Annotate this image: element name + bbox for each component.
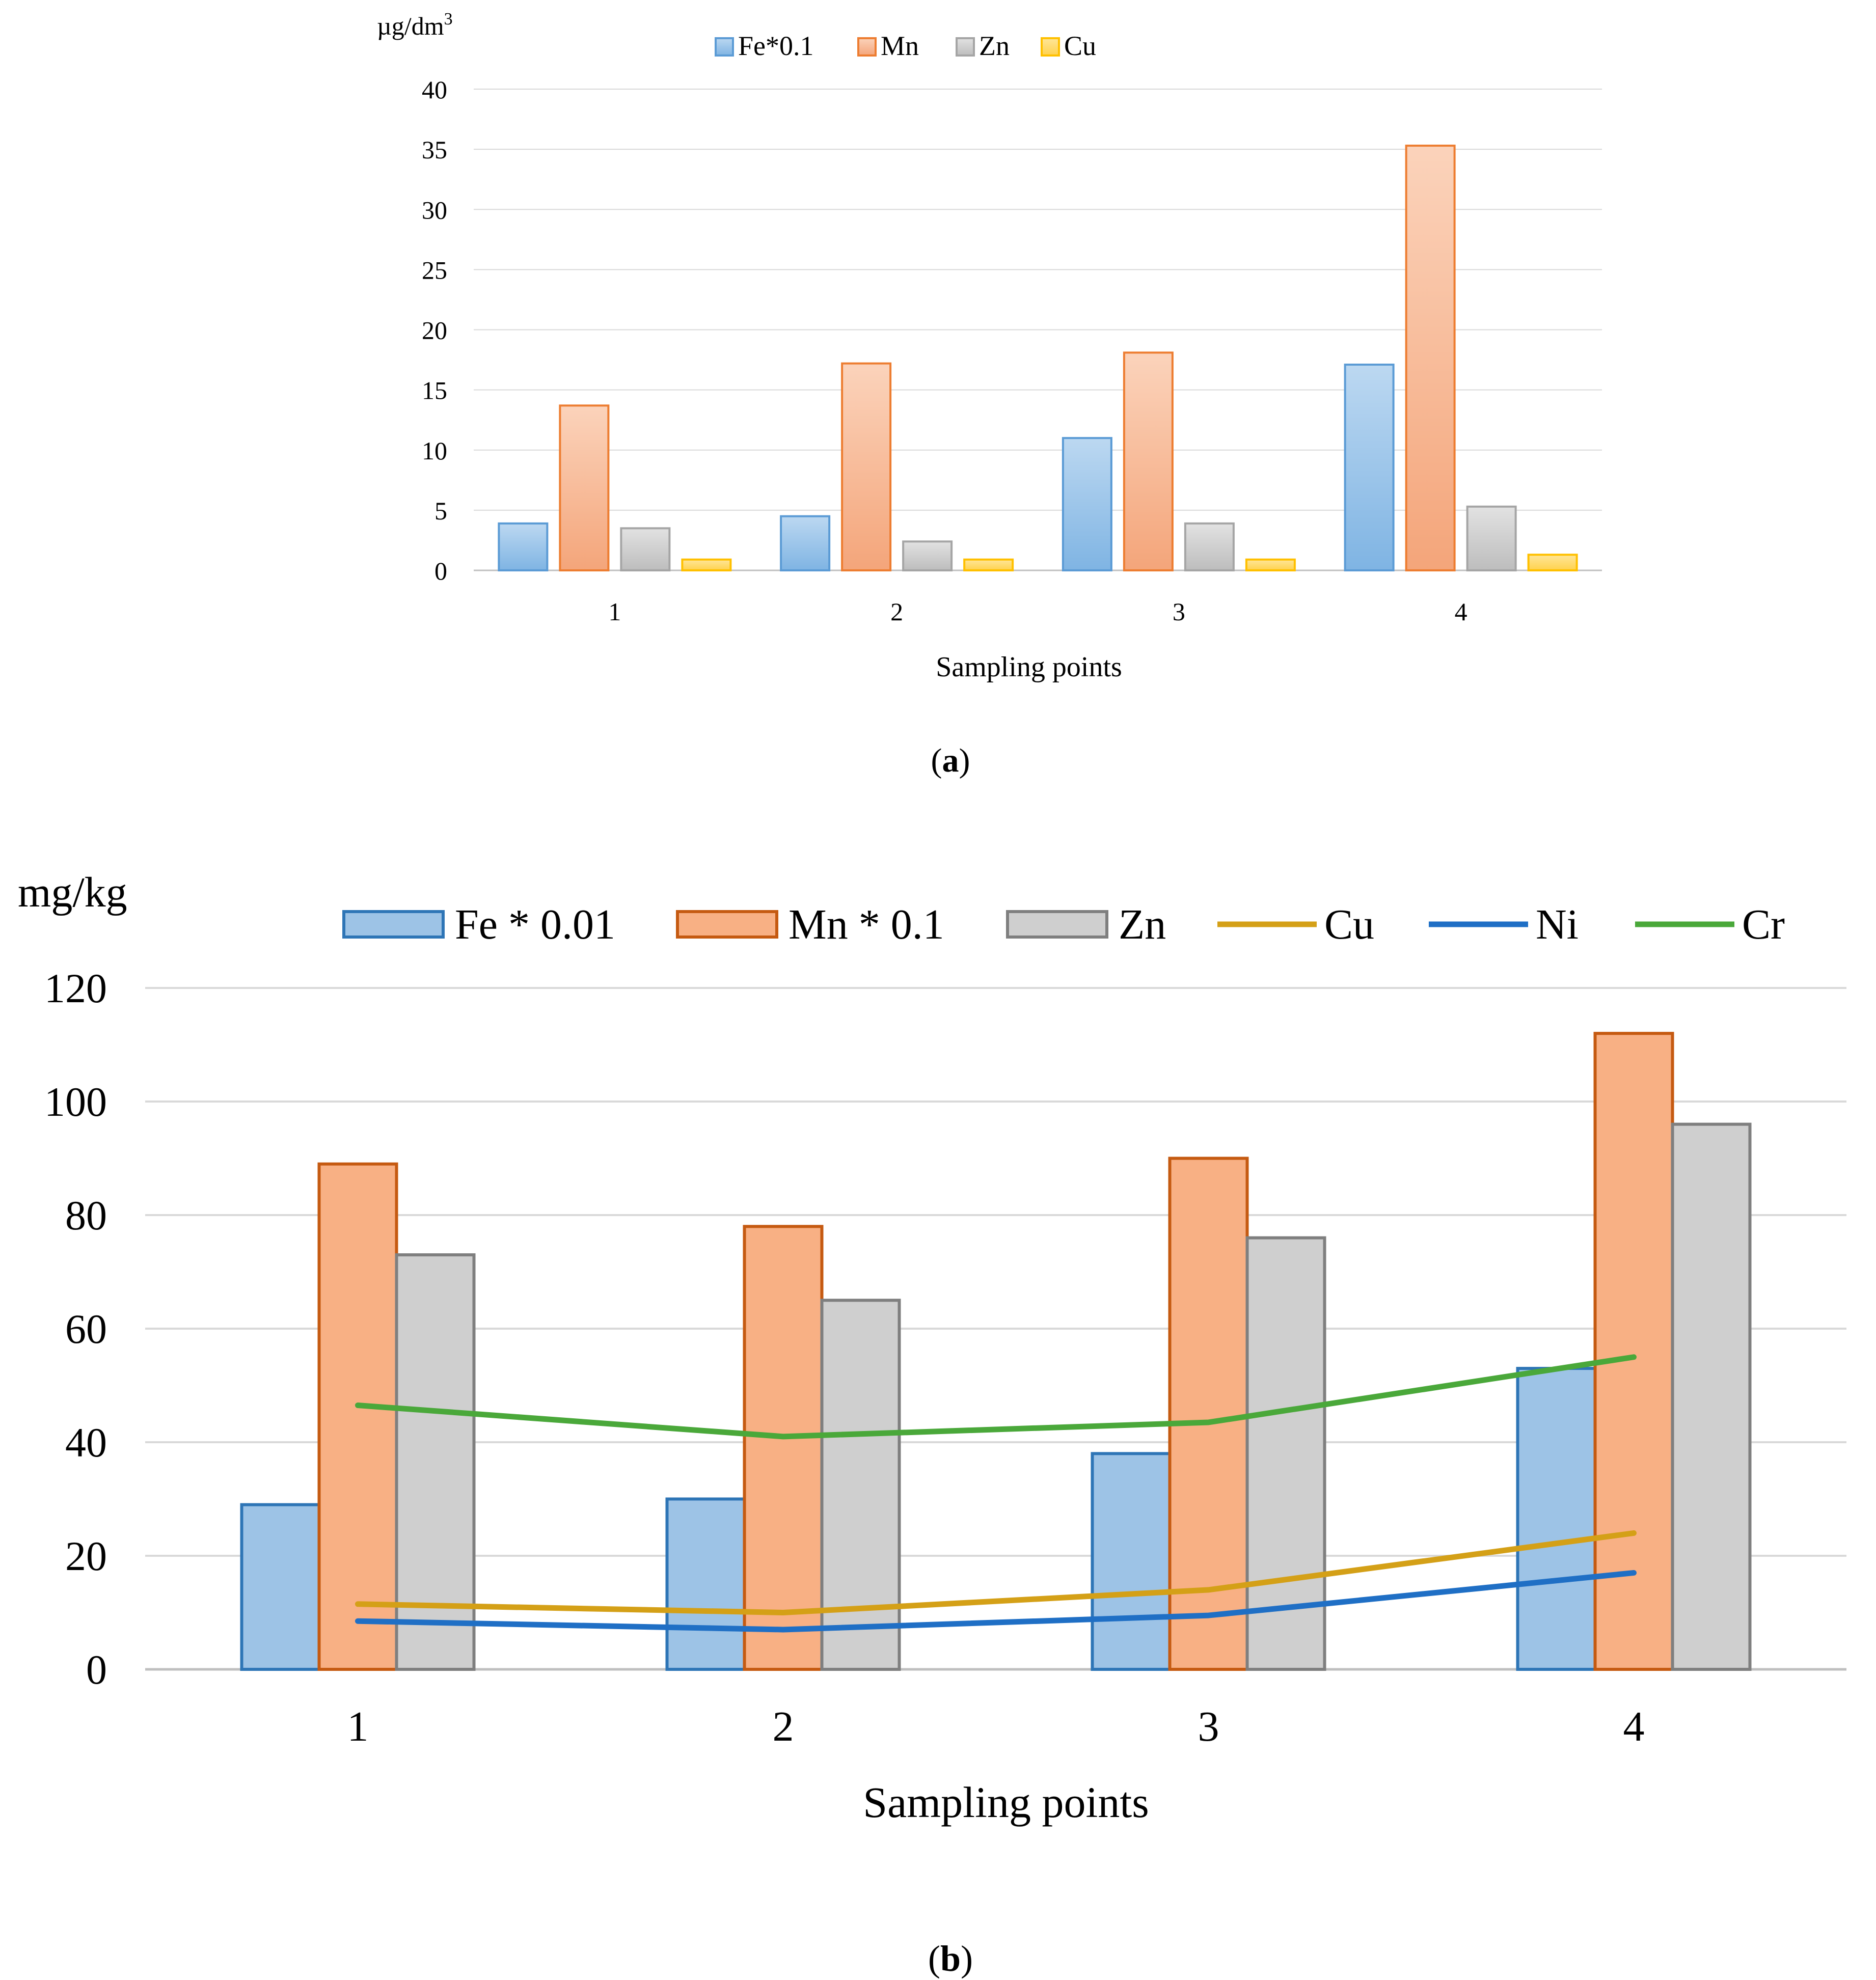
- chart-b-legend-label-ni: Ni: [1536, 901, 1579, 948]
- chart-b-legend-swatch-fe-0-01: [342, 910, 445, 939]
- chart-a-caption: (a): [931, 742, 970, 779]
- chart-a-y-tick-0: 0: [434, 557, 447, 585]
- chart-b-line-cr: [355, 1354, 1637, 1440]
- chart-b-y-tick-20: 20: [65, 1533, 107, 1579]
- chart-b-line-cu: [355, 1530, 1637, 1615]
- chart-a-bar-cu-2: [963, 558, 1014, 572]
- chart-a-bar-fe-0-1-3: [1062, 437, 1112, 571]
- chart-b-y-tick-40: 40: [65, 1419, 107, 1466]
- chart-b-bar-fe-0-01-1: [240, 1503, 321, 1671]
- chart-a-y-axis-unit-superscript: 3: [444, 10, 453, 29]
- chart-a-bar-fe-0-1-1: [498, 522, 549, 572]
- chart-a-bars: [498, 145, 1578, 572]
- chart-b-x-tick-3: 3: [1198, 1703, 1219, 1750]
- chart-b-y-tick-0: 0: [86, 1646, 107, 1693]
- chart-b-y-axis-unit: mg/kg: [18, 869, 127, 916]
- chart-b-bar-zn-4: [1671, 1122, 1752, 1671]
- chart-b-legend-swatch-mn-0-1: [676, 910, 778, 939]
- chart-a-x-tick-labels: 1 2 3 4: [608, 597, 1467, 626]
- chart-a-bar-zn-3: [1184, 522, 1235, 572]
- chart-b-bar-mn-0-1-3: [1168, 1157, 1249, 1671]
- chart-a-bar-fe-0-1-2: [780, 515, 831, 571]
- chart-b-x-tick-2: 2: [773, 1703, 794, 1750]
- chart-b-caption: (b): [928, 1938, 973, 1979]
- chart-b-legend-label-cu: Cu: [1324, 901, 1374, 948]
- chart-a-bar-fe-0-1-4: [1344, 364, 1395, 571]
- chart-b-lines: [355, 1354, 1637, 1633]
- chart-a-y-tick-25: 25: [422, 256, 447, 284]
- chart-a-x-tick-4: 4: [1455, 597, 1467, 626]
- chart-a-bar-cu-4: [1527, 554, 1578, 571]
- chart-b-bar-fe-0-01-4: [1516, 1367, 1597, 1671]
- chart-a-y-tick-15: 15: [422, 376, 447, 405]
- chart-a-y-tick-labels: 0 5 10 15 20 25 30 35 40: [422, 75, 447, 585]
- chart-a-y-tick-30: 30: [422, 196, 447, 224]
- chart-a-x-tick-3: 3: [1173, 597, 1185, 626]
- chart-a-legend-swatch-cu: [1041, 37, 1060, 57]
- chart-a-bar-mn-1: [559, 404, 610, 572]
- chart-b-x-tick-1: 1: [347, 1703, 369, 1750]
- chart-a-bar-zn-4: [1466, 505, 1517, 571]
- chart-b-y-tick-120: 120: [44, 965, 107, 1011]
- chart-a-bar-mn-4: [1405, 145, 1456, 572]
- chart-a-bar-mn-3: [1123, 351, 1174, 571]
- chart-a-bar-mn-2: [841, 362, 892, 572]
- chart-a: 0 5 10 15 20 25 30 35 40 1 2 3 4 µg/dm3 Fe*0.1 Mn Zn C…: [377, 10, 1602, 779]
- chart-a-x-axis-title: Sampling points: [936, 651, 1122, 683]
- chart-a-y-tick-10: 10: [422, 436, 447, 465]
- chart-b-y-tick-60: 60: [65, 1306, 107, 1352]
- chart-a-bar-cu-3: [1245, 558, 1296, 572]
- chart-a-bar-zn-2: [902, 540, 953, 572]
- chart-a-y-tick-5: 5: [434, 497, 447, 525]
- chart-b-bar-fe-0-01-2: [665, 1497, 746, 1671]
- chart-b: 0 20 40 60 80 100 120 1 2 3 4 mg/kg Fe * 0.01 Mn *…: [18, 869, 1846, 1979]
- chart-b-bar-mn-0-1-4: [1593, 1032, 1674, 1671]
- chart-b-legend-label-zn: Zn: [1119, 901, 1166, 948]
- chart-a-y-tick-40: 40: [422, 75, 447, 104]
- chart-a-legend-label-mn: Mn: [881, 31, 919, 61]
- chart-b-bar-zn-3: [1245, 1236, 1326, 1671]
- chart-a-x-tick-2: 2: [890, 597, 903, 626]
- chart-b-x-axis-title: Sampling points: [863, 1778, 1149, 1827]
- chart-a-legend-label-zn: Zn: [979, 31, 1010, 61]
- chart-b-legend-swatch-zn: [1006, 910, 1108, 939]
- chart-a-legend-label-fe-0-1: Fe*0.1: [738, 31, 814, 61]
- chart-b-bar-zn-1: [395, 1253, 476, 1671]
- chart-b-bars: [240, 1032, 1752, 1671]
- chart-a-bar-cu-1: [681, 558, 732, 572]
- chart-b-legend: Fe * 0.01 Mn * 0.1 Zn Cu Ni Cr: [342, 901, 1785, 948]
- chart-b-y-tick-labels: 0 20 40 60 80 100 120: [44, 965, 107, 1693]
- chart-b-bar-fe-0-01-3: [1091, 1452, 1172, 1671]
- chart-b-y-tick-100: 100: [44, 1079, 107, 1125]
- chart-a-legend: Fe*0.1 Mn Zn Cu: [715, 31, 1096, 61]
- chart-b-bar-zn-2: [820, 1299, 901, 1671]
- chart-a-legend-swatch-mn: [857, 37, 877, 57]
- chart-a-y-tick-20: 20: [422, 316, 447, 345]
- chart-a-y-axis-unit: µg/dm3: [377, 10, 453, 40]
- chart-b-line-ni: [355, 1570, 1637, 1633]
- chart-a-legend-label-cu: Cu: [1064, 31, 1096, 61]
- chart-b-legend-label-mn-0-1: Mn * 0.1: [789, 901, 944, 948]
- chart-b-x-tick-labels: 1 2 3 4: [347, 1703, 1645, 1750]
- chart-b-y-tick-80: 80: [65, 1192, 107, 1239]
- chart-b-bar-mn-0-1-1: [317, 1162, 398, 1671]
- chart-a-legend-swatch-fe-0-1: [715, 37, 734, 57]
- chart-b-bar-mn-0-1-2: [743, 1225, 824, 1671]
- chart-a-y-tick-35: 35: [422, 135, 447, 164]
- chart-a-legend-swatch-zn: [956, 37, 975, 57]
- chart-a-x-tick-1: 1: [608, 597, 621, 626]
- chart-b-legend-label-fe-0-01: Fe * 0.01: [455, 901, 615, 948]
- chart-a-bar-zn-1: [620, 527, 671, 571]
- chart-b-legend-label-cr: Cr: [1742, 901, 1785, 948]
- chart-b-x-tick-4: 4: [1623, 1703, 1645, 1750]
